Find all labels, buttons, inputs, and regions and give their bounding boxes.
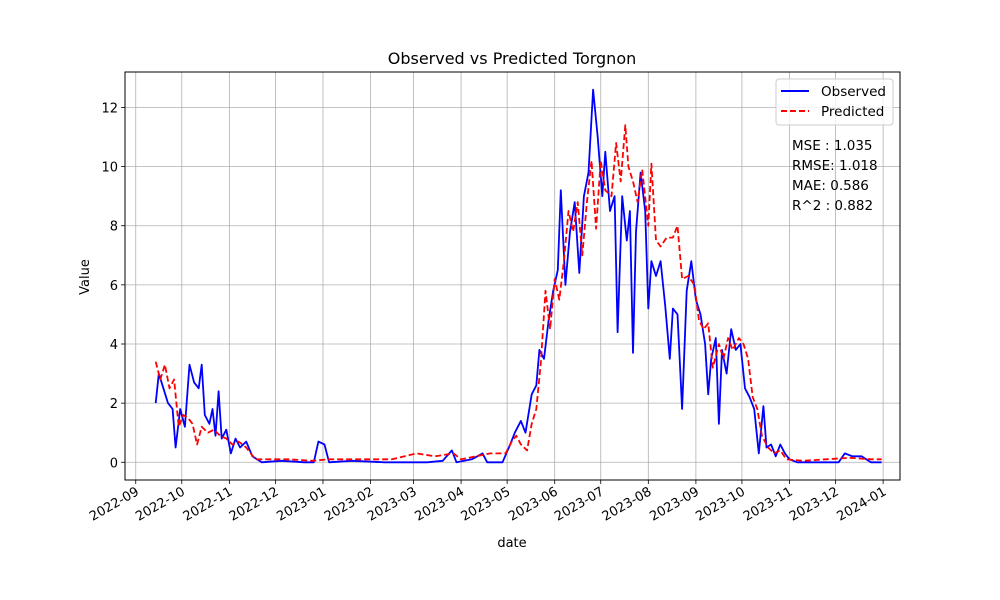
y-tick-label: 10 [101, 161, 118, 176]
y-tick-label: 8 [110, 220, 118, 235]
metric-r2: R^2 : 0.882 [792, 198, 873, 214]
metric-mse: MSE : 1.035 [792, 138, 873, 154]
y-axis-title: Value [78, 259, 93, 295]
y-tick-label: 2 [110, 397, 118, 412]
metrics-box: MSE : 1.035 RMSE: 1.018 MAE: 0.586 R^2 :… [792, 138, 878, 214]
series-predicted-line [154, 124, 882, 462]
series-layer [154, 88, 882, 464]
metric-mae: MAE: 0.586 [792, 178, 869, 194]
legend: Observed Predicted [775, 78, 894, 126]
y-tick-label: 12 [101, 101, 118, 116]
y-tick-label: 4 [110, 338, 118, 353]
y-tick-label: 0 [110, 456, 118, 471]
grid [125, 72, 900, 480]
y-axis-ticks: 0 2 4 6 8 10 12 [101, 101, 125, 471]
x-axis-title: date [497, 536, 526, 551]
y-tick-label: 6 [110, 279, 118, 294]
metric-rmse: RMSE: 1.018 [792, 158, 878, 174]
legend-predicted-label: Predicted [821, 104, 884, 120]
chart-title: Observed vs Predicted Torgnon [388, 49, 637, 68]
series-observed-line [154, 88, 882, 464]
plot-frame [124, 71, 901, 481]
legend-observed-label: Observed [821, 84, 886, 100]
